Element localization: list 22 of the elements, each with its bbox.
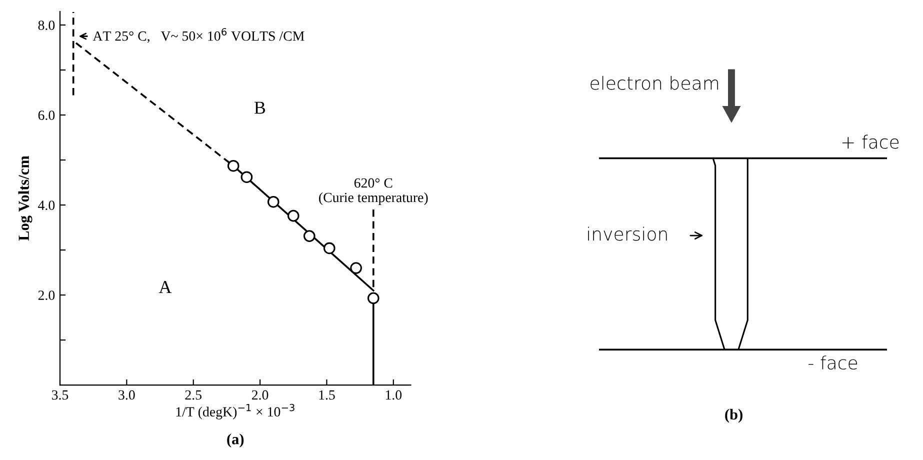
- annotation: A: [158, 281, 172, 293]
- y-tick-label: 6.0: [38, 110, 55, 120]
- annotation: 620° C (Curie temperature): [319, 178, 428, 206]
- x-tick-label: 2.0: [252, 390, 268, 400]
- x-axis-title: 1/T (degK)$^{−1}$ × 10$^{−3}$: [176, 404, 294, 420]
- annotation: AT 25° C, V~ 50× 10$^{6}$ VOLTS /CM: [92, 28, 304, 43]
- annotation: B: [254, 102, 266, 114]
- text: - face: [808, 356, 858, 370]
- x-tick-label: 1.0: [386, 390, 402, 400]
- text: (b): [725, 408, 742, 423]
- x-tick-label: 2.5: [185, 390, 202, 400]
- text: inversion: [588, 226, 667, 241]
- y-tick-label: 2.0: [38, 290, 55, 300]
- text: (a): [227, 434, 244, 448]
- y-axis-title: Log Volts/cm: [18, 156, 32, 241]
- x-tick-label: 3.0: [118, 390, 135, 400]
- x-tick-label: 3.5: [52, 390, 68, 400]
- y-tick-label: 4.0: [38, 200, 55, 210]
- x-tick-label: 1.5: [319, 390, 335, 400]
- y-tick-label: 8.0: [38, 20, 55, 30]
- text: + face: [842, 134, 899, 149]
- text: electron beam: [590, 76, 718, 90]
